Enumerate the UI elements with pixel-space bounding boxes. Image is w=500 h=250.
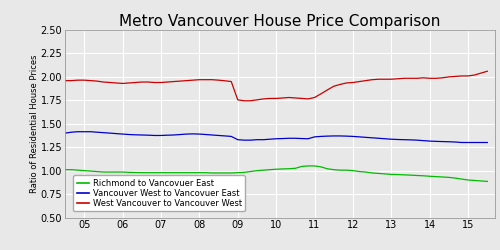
Title: Metro Vancouver House Price Comparison: Metro Vancouver House Price Comparison xyxy=(120,14,440,29)
Y-axis label: Ratio of Residential House Prices: Ratio of Residential House Prices xyxy=(30,54,39,193)
Legend: Richmond to Vancovuer East, Vancouver West to Vancovuer East, West Vancouver to : Richmond to Vancovuer East, Vancouver We… xyxy=(74,175,245,212)
